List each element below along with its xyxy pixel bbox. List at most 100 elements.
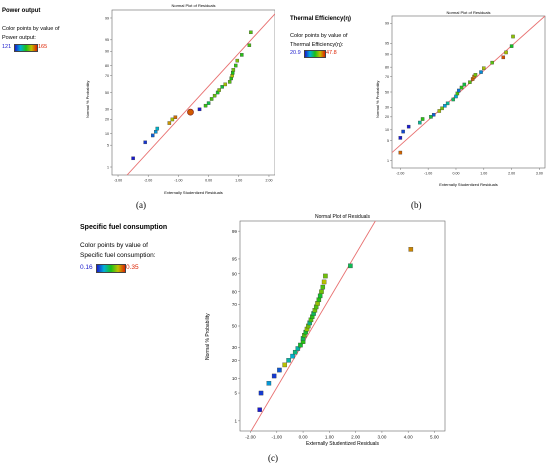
y-tick-label: 80	[232, 289, 238, 294]
y-tick-label: 70	[232, 302, 238, 307]
residual-point	[227, 80, 232, 84]
residual-point	[440, 106, 444, 111]
y-tick-label: 99	[385, 22, 389, 26]
residual-point	[462, 82, 467, 87]
residual-point	[473, 73, 478, 77]
y-tick-label: 5	[234, 391, 237, 396]
residual-point	[187, 108, 194, 116]
residual-point	[511, 34, 515, 39]
panel-b: Thermal Efficiency(η) Color points by va…	[275, 0, 550, 215]
legend-min: 121	[2, 44, 12, 50]
y-tick-label: 90	[385, 52, 389, 56]
panel-a: Power output Color points by value of Po…	[0, 0, 275, 215]
legend-colorbar	[304, 50, 326, 58]
legend-caption: Color points by value of	[2, 26, 60, 32]
plot-frame	[239, 220, 446, 432]
chart-title: Normal Plot of Residuals	[314, 214, 371, 220]
x-tick-label: -1.00	[272, 435, 283, 440]
residual-point	[277, 367, 282, 373]
residual-point	[321, 279, 327, 285]
residual-point	[479, 70, 483, 74]
x-tick-label: 5.00	[430, 435, 439, 440]
y-tick-label: 5	[387, 139, 389, 143]
residual-point	[266, 381, 272, 386]
residual-point	[167, 121, 172, 125]
residual-point	[230, 71, 235, 75]
chart-title: Normal Plot of Residuals	[446, 10, 491, 15]
residual-point	[323, 273, 328, 279]
residual-point	[197, 107, 202, 112]
legend-colorbar	[14, 44, 38, 52]
y-tick-label: 10	[232, 376, 238, 381]
y-tick-label: 30	[105, 108, 109, 112]
y-tick-label: 20	[232, 358, 238, 363]
residual-point	[257, 407, 262, 412]
x-tick-label: 4.00	[404, 435, 413, 440]
residual-point	[298, 342, 303, 348]
y-tick-label: 1	[107, 165, 109, 169]
residual-point	[455, 91, 460, 96]
residual-point	[429, 115, 433, 119]
y-tick-label: 50	[232, 324, 238, 329]
x-tick-label: -2.00	[396, 172, 404, 176]
response-title: Specific fuel consumption	[80, 224, 168, 231]
x-tick-label: 0.00	[205, 179, 212, 183]
plot-frame	[111, 9, 275, 176]
legend-min: 20.9	[290, 50, 301, 56]
legend-max: 0.35	[126, 264, 139, 271]
y-tick-label: 5	[107, 143, 109, 147]
reference-line	[126, 13, 275, 175]
residual-point	[451, 97, 455, 102]
residual-point	[203, 103, 208, 108]
residual-point	[234, 63, 238, 68]
y-tick-label: 80	[385, 65, 389, 69]
residual-point	[509, 44, 514, 48]
residual-point	[443, 104, 447, 108]
legend-max: 165	[38, 44, 48, 50]
reference-line	[250, 221, 376, 431]
residual-point	[459, 85, 464, 90]
y-tick-label: 95	[385, 42, 389, 46]
residual-point	[431, 113, 436, 117]
residual-point	[504, 50, 508, 55]
residual-point	[220, 85, 224, 89]
residual-point	[155, 126, 160, 131]
reference-line	[392, 16, 545, 153]
x-tick-label: 3.00	[536, 172, 543, 176]
x-tick-label: -2.00	[144, 179, 152, 183]
y-tick-label: 95	[232, 257, 238, 262]
x-axis-label: Externally Studentized Residuals	[305, 441, 380, 447]
chart-title: Normal Plot of Residuals	[171, 3, 216, 8]
y-axis-label: Normal % Probability	[85, 80, 90, 118]
residual-point	[271, 373, 277, 379]
residual-point	[173, 115, 178, 119]
response-title: Power output	[2, 8, 41, 14]
panel-c: Specific fuel consumption Color points b…	[0, 214, 550, 467]
y-tick-label: 50	[385, 90, 389, 94]
plot-c: 1 5 10 20 30 50 70 80 90 95 99 -2.00 -1.00 0.00 1.00 2.…	[232, 220, 446, 440]
residual-point	[286, 358, 291, 363]
plot-a: 1 5 10 20 30 50 70 80 90 95 99 -3.00 -2.00 -1.00 0.00 1…	[105, 9, 275, 183]
y-axis-label: Normal % Probability	[205, 313, 211, 360]
residual-point	[468, 80, 472, 84]
x-tick-label: 2.00	[508, 172, 515, 176]
residual-point	[408, 247, 414, 252]
x-tick-label: 3.00	[377, 435, 386, 440]
residual-point	[131, 156, 135, 161]
residual-point	[235, 58, 240, 63]
x-tick-label: -2.00	[245, 435, 256, 440]
y-tick-label: 95	[105, 38, 109, 42]
residual-point	[247, 43, 252, 47]
panel-label: (b)	[411, 200, 422, 210]
x-tick-label: -1.00	[424, 172, 432, 176]
legend-caption: Specific fuel consumption:	[80, 252, 156, 259]
y-tick-label: 70	[105, 74, 109, 78]
residual-point	[398, 136, 403, 140]
plot-frame	[391, 15, 546, 169]
x-axis-label: Externally Studentized Residuals	[164, 190, 223, 195]
residual-point	[258, 390, 264, 396]
y-tick-label: 90	[105, 50, 109, 54]
residual-point	[490, 60, 494, 65]
y-tick-label: 30	[385, 106, 389, 110]
residual-point	[223, 82, 227, 87]
